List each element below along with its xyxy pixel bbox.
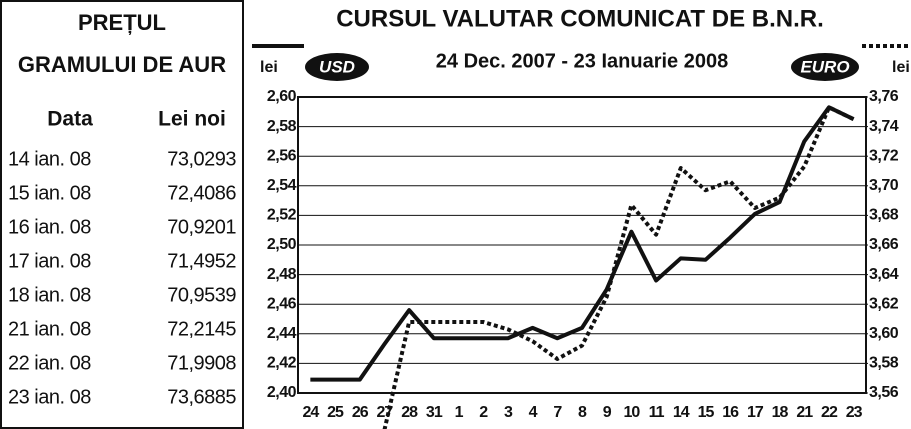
y-tick-label: 2,54 [267, 177, 297, 194]
y2-tick-label: 3,70 [869, 177, 899, 194]
table-price: 73,0293 [167, 148, 236, 170]
table-header: Lei noi [158, 108, 226, 131]
y2-axis-label: lei [892, 59, 910, 76]
table-date: 17 ian. 08 [8, 250, 91, 272]
table-date: 18 ian. 08 [8, 284, 91, 306]
x-tick-label: 17 [747, 404, 764, 421]
x-tick-label: 18 [772, 404, 789, 421]
x-tick-label: 21 [796, 404, 813, 421]
y2-tick-label: 3,66 [869, 236, 899, 253]
y2-tick-label: 3,64 [869, 266, 899, 283]
y-tick-label: 2,52 [267, 207, 297, 224]
y2-tick-label: 3,58 [869, 355, 899, 372]
table-price: 73,6885 [167, 386, 236, 408]
table-date: 21 ian. 08 [8, 318, 91, 340]
y-tick-label: 2,60 [267, 88, 297, 105]
table-price: 71,4952 [167, 250, 236, 272]
table-date: 23 ian. 08 [8, 386, 91, 408]
table-frame [0, 0, 244, 429]
y2-tick-label: 3,56 [869, 384, 899, 401]
legend-label: USD [319, 57, 355, 76]
chart-title: CURSUL VALUTAR COMUNICAT DE B.N.R. [336, 5, 824, 32]
y-axis-label: lei [260, 59, 278, 76]
legend-badge [791, 53, 859, 81]
table-date: 22 ian. 08 [8, 352, 91, 374]
y-tick-label: 2,42 [267, 355, 297, 372]
table-price: 70,9539 [167, 284, 236, 306]
x-tick-label: 9 [603, 404, 612, 421]
y-tick-label: 2,56 [267, 147, 297, 164]
x-tick-label: 11 [649, 404, 665, 421]
x-tick-label: 8 [578, 404, 587, 421]
x-tick-label: 16 [722, 404, 739, 421]
x-tick-label: 4 [529, 404, 538, 421]
series-line [310, 105, 855, 382]
y-tick-label: 2,44 [267, 325, 297, 342]
x-tick-label: 24 [302, 404, 319, 421]
y-tick-label: 2,48 [267, 266, 297, 283]
y-tick-label: 2,58 [267, 118, 297, 135]
x-tick-label: 2 [479, 404, 488, 421]
table-price: 72,2145 [167, 318, 236, 340]
x-tick-label: 10 [623, 404, 640, 421]
legend-badge [305, 53, 369, 81]
x-tick-label: 14 [673, 404, 690, 421]
y-tick-label: 2,40 [267, 384, 297, 401]
y2-tick-label: 3,62 [869, 295, 899, 312]
table-price: 70,9201 [167, 216, 236, 238]
series-line [382, 105, 855, 429]
x-tick-label: 22 [821, 404, 838, 421]
x-tick-label: 1 [455, 404, 464, 421]
table-title: GRAMULUI DE AUR [18, 52, 226, 77]
y2-tick-label: 3,76 [869, 88, 899, 105]
chart-subtitle: 24 Dec. 2007 - 23 Ianuarie 2008 [436, 50, 728, 72]
y-tick-label: 2,50 [267, 236, 297, 253]
y2-tick-label: 3,74 [869, 118, 899, 135]
table-title: PREȚUL [78, 10, 166, 35]
y2-tick-label: 3,60 [869, 325, 899, 342]
table-date: 16 ian. 08 [8, 216, 91, 238]
y2-tick-label: 3,72 [869, 147, 899, 164]
table-price: 72,4086 [167, 182, 236, 204]
legend-label: EURO [800, 57, 849, 76]
x-tick-label: 7 [553, 404, 562, 421]
x-tick-label: 25 [327, 404, 344, 421]
table-header: Data [47, 108, 93, 131]
y2-tick-label: 3,68 [869, 207, 899, 224]
table-price: 71,9908 [167, 352, 236, 374]
x-tick-label: 23 [846, 404, 863, 421]
x-tick-label: 31 [426, 404, 443, 421]
x-tick-label: 3 [504, 404, 513, 421]
x-tick-label: 28 [401, 404, 418, 421]
x-tick-label: 15 [698, 404, 715, 421]
y-tick-label: 2,46 [267, 295, 297, 312]
table-date: 15 ian. 08 [8, 182, 91, 204]
table-date: 14 ian. 08 [8, 148, 91, 170]
x-tick-label: 26 [352, 404, 369, 421]
